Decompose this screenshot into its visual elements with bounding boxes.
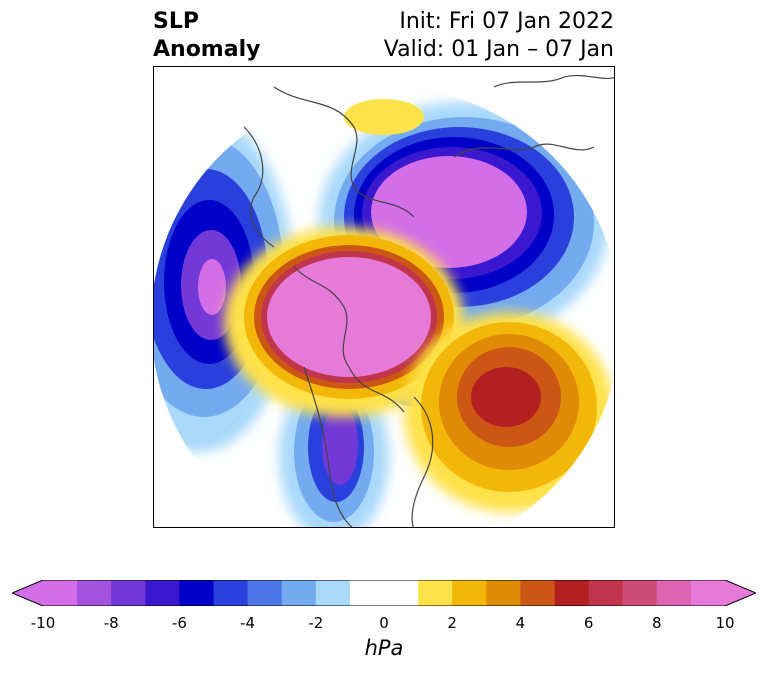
valid-range: Valid: 01 Jan – 07 Jan (383, 37, 614, 62)
colorbar-tick-label: 2 (447, 614, 457, 632)
init-date: Init: Fri 07 Jan 2022 (399, 9, 614, 34)
colorbar-segment (690, 580, 726, 606)
colorbar-extend-high (725, 580, 756, 606)
colorbar-tick-label: -2 (308, 614, 324, 632)
colorbar-segment (213, 580, 249, 606)
colorbar-segment (43, 580, 78, 606)
colorbar (12, 580, 756, 606)
anomaly-field (154, 74, 614, 527)
colorbar-segment (281, 580, 317, 606)
colorbar-segment (656, 580, 692, 606)
colorbar-tick-label: -10 (30, 614, 56, 632)
colorbar-tick-label: -6 (171, 614, 187, 632)
colorbar-segment (247, 580, 283, 606)
atlantic-high (404, 312, 614, 512)
colorbar-tick-label: -8 (103, 614, 119, 632)
colorbar-tick-label: -4 (240, 614, 256, 632)
colorbar-segment (452, 580, 487, 606)
colorbar-segment (554, 580, 590, 606)
colorbar-tick-label: 10 (715, 614, 735, 632)
colorbar-segment (384, 580, 419, 606)
colorbar-segment (588, 580, 624, 606)
colorbar-segment (145, 580, 180, 606)
colorbar-segment (315, 580, 351, 606)
colorbar-segment (179, 580, 214, 606)
colorbar-unit: hPa (364, 636, 404, 660)
colorbar-tick-label: 8 (652, 614, 662, 632)
colorbar-tick-label: 0 (379, 614, 389, 632)
colorbar-segment (622, 580, 658, 606)
colorbar-segment (486, 580, 521, 606)
map-dates: Init: Fri 07 Jan 2022 Valid: 01 Jan – 07… (384, 8, 614, 64)
colorbar-segment (349, 580, 385, 606)
map-title: SLP Anomaly (153, 8, 260, 64)
scandinavia-high (344, 99, 424, 135)
colorbar-segment (77, 580, 112, 606)
colorbar-tick-label: 6 (583, 614, 594, 632)
arctic-high (224, 227, 464, 417)
colorbar-segment (418, 580, 453, 606)
coastlines (243, 74, 614, 527)
colorbar-tick-label: 4 (515, 614, 526, 632)
title-field: Anomaly (153, 37, 261, 62)
colorbar-segment (520, 580, 555, 606)
title-variable: SLP (153, 9, 199, 34)
colorbar-segment (111, 580, 146, 606)
colorbar-extend-low (12, 580, 43, 606)
polar-map (153, 66, 615, 528)
